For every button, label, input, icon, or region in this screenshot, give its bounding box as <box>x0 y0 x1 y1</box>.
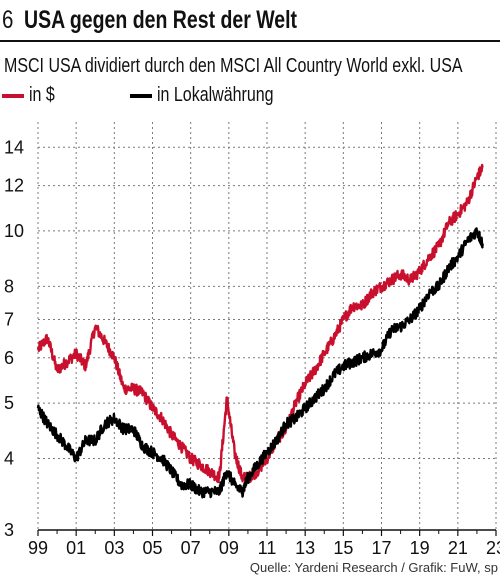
x-tick-label: 17 <box>371 538 391 558</box>
y-tick-label: 8 <box>4 276 14 296</box>
grid-layer <box>37 122 497 531</box>
x-tick-label: 19 <box>410 538 430 558</box>
tick-label-layer: 3 4 5 6 7 8 10 12 14 99 01 03 05 07 09 11 13 15 17 19 21 23 <box>4 137 500 558</box>
x-tick-label: 13 <box>295 538 315 558</box>
chart-title: USA gegen den Rest der Welt <box>24 6 298 34</box>
legend-label-local: in Lokalwährung <box>157 84 274 106</box>
y-tick-label: 6 <box>4 348 14 368</box>
x-tick-label: 15 <box>333 538 353 558</box>
y-tick-label: 14 <box>4 137 24 157</box>
y-tick-label: 5 <box>4 393 14 413</box>
title-rule <box>0 40 500 42</box>
y-tick-label: 4 <box>4 449 14 469</box>
x-tick-label: 23 <box>486 538 500 558</box>
x-tick-label: 09 <box>219 538 239 558</box>
legend-swatch-usd <box>2 94 24 98</box>
source-note: Quelle: Yardeni Research / Grafik: FuW, … <box>249 560 498 575</box>
x-tick-label: 01 <box>66 538 86 558</box>
y-tick-label: 10 <box>4 221 24 241</box>
series-layer <box>36 163 484 499</box>
x-tick-label: 07 <box>181 538 201 558</box>
x-tick-label: 21 <box>448 538 468 558</box>
series-line-usd <box>36 163 484 485</box>
legend-label-usd: in $ <box>29 84 55 106</box>
chart-subtitle: MSCI USA dividiert durch den MSCI All Co… <box>4 55 463 77</box>
chart-number: 6 <box>2 6 14 34</box>
y-tick-label: 12 <box>4 176 24 196</box>
x-tick-label: 05 <box>142 538 162 558</box>
x-tick-label: 99 <box>28 538 48 558</box>
x-tick-label: 03 <box>104 538 124 558</box>
y-tick-label: 7 <box>4 309 14 329</box>
x-tick-label: 11 <box>258 538 277 558</box>
y-tick-label: 3 <box>4 520 14 540</box>
axis-layer <box>37 529 497 536</box>
legend-swatch-local <box>130 94 152 98</box>
series-line-local <box>36 227 484 499</box>
